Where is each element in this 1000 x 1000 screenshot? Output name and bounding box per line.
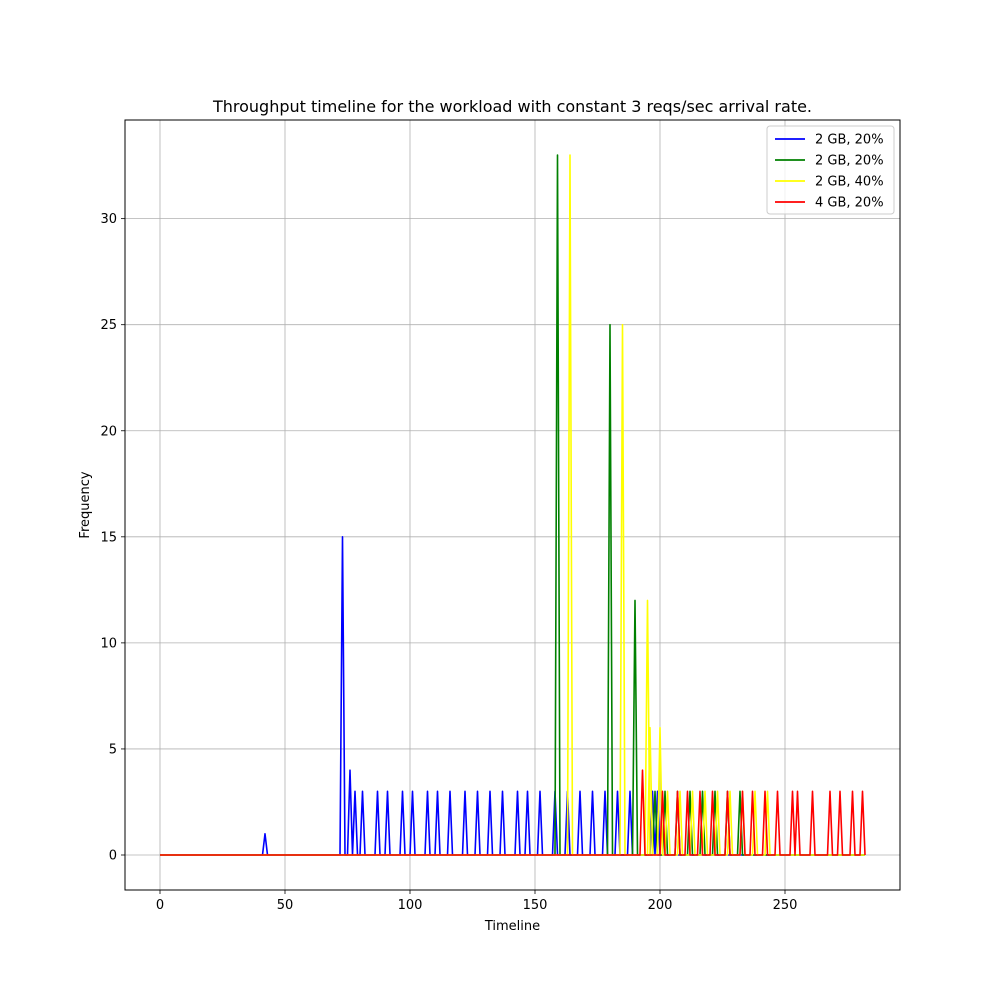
legend: 2 GB, 20% 2 GB, 20% 2 GB, 40% 4 GB, 20%: [766, 125, 895, 215]
x-tick-label: 150: [523, 898, 548, 913]
y-tick-label: 15: [100, 530, 117, 545]
legend-label-4: 4 GB, 20%: [815, 196, 884, 211]
x-tick-label: 100: [398, 898, 423, 913]
y-tick-label: 5: [109, 742, 117, 757]
legend-box: [766, 125, 895, 215]
chart-title: Throughput timeline for the workload wit…: [212, 97, 812, 116]
series-line-4: [160, 769, 866, 856]
x-tick-label: 50: [277, 898, 294, 913]
y-tick-label: 30: [100, 212, 117, 227]
y-tick-label: 20: [100, 424, 117, 439]
x-axis-label: Timeline: [484, 919, 540, 934]
plot-frame: [124, 119, 901, 891]
legend-label-2: 2 GB, 20%: [815, 154, 884, 169]
y-tick-label: 25: [100, 318, 117, 333]
y-tick-label: 10: [100, 636, 117, 651]
legend-label-1: 2 GB, 20%: [815, 133, 884, 148]
legend-label-3: 2 GB, 40%: [815, 175, 884, 190]
y-tick-label: 0: [109, 849, 117, 864]
y-axis-label: Frequency: [78, 471, 93, 538]
series-lines: [160, 154, 866, 856]
x-tick-label: 250: [773, 898, 798, 913]
x-tick-label: 200: [648, 898, 673, 913]
grid: [125, 120, 900, 890]
x-tick-label: 0: [156, 898, 164, 913]
axis-ticks: 0 50 100 150 200 250 0 5 10 15 20 25 30: [100, 212, 797, 913]
